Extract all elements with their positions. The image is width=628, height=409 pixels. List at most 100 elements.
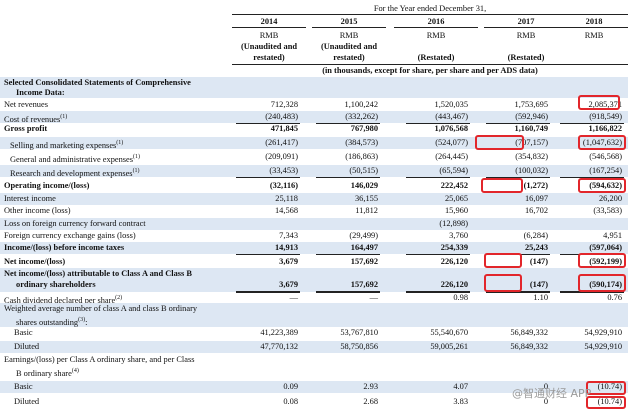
cell-value: 4.07: [453, 382, 468, 391]
row-band: [0, 137, 628, 149]
row-label: Cost of revenues(1): [4, 114, 68, 124]
cell-value: 471,845: [270, 124, 298, 133]
col-currency: RMB: [584, 31, 604, 40]
cell-value: 1,100,242: [344, 100, 379, 109]
subtotal-rule: [236, 254, 300, 255]
cell-value: 3,760: [449, 231, 468, 240]
total-rule: [486, 291, 550, 293]
subtotal-rule: [236, 177, 300, 178]
cell-value: (12,898): [439, 219, 468, 228]
header-rule: [232, 14, 628, 15]
row-label: B ordinary share(4): [16, 368, 79, 378]
cell-value: (1,047,632): [582, 138, 622, 147]
cell-value: (597,064): [589, 243, 622, 252]
subtotal-rule: [560, 177, 624, 178]
row-band: [0, 165, 628, 177]
cell-value: (6,284): [523, 231, 548, 240]
highlight-box: [578, 253, 626, 268]
cell-value: 55,540,670: [430, 328, 468, 337]
cell-value: (209,091): [265, 152, 298, 161]
total-rule: [316, 291, 380, 293]
subtotal-rule: [316, 254, 380, 255]
subtotal-rule: [316, 123, 380, 124]
cell-value: 164,497: [350, 243, 378, 252]
cell-value: 1,520,035: [434, 100, 469, 109]
row-label: Interest income: [4, 194, 56, 203]
highlight-box: [578, 135, 626, 150]
subtotal-rule: [406, 123, 470, 124]
cell-value: —: [289, 293, 298, 302]
units-note: (in thousands, except for share, per sha…: [322, 66, 538, 75]
row-label: Net income/(loss) attributable to Class …: [4, 269, 192, 278]
footnote-marker: (1): [132, 168, 140, 174]
cell-value: (33,583): [593, 206, 622, 215]
cell-value: 58,750,856: [340, 342, 378, 351]
cell-value: 0: [543, 397, 548, 406]
year-rule: [394, 27, 478, 28]
period-title: For the Year ended December 31,: [373, 4, 487, 13]
year-rule: [560, 27, 628, 28]
row-label: Operating income/(loss): [4, 181, 90, 190]
row-label: Weighted average number of class A and c…: [4, 304, 198, 313]
highlight-box: [586, 396, 626, 409]
highlight-box: [578, 178, 626, 193]
col-currency: RMB: [259, 31, 279, 40]
highlight-box: [578, 274, 626, 292]
cell-value: 1.10: [533, 293, 548, 302]
cell-value: (147): [529, 257, 548, 266]
row-label: Basic: [14, 328, 33, 337]
cell-value: 16,702: [524, 206, 548, 215]
col-year-2014: 2014: [260, 17, 278, 26]
cell-value: (264,445): [435, 152, 468, 161]
cell-value: (32,116): [269, 181, 298, 190]
cell-value: 222,452: [440, 181, 468, 190]
cell-value: (594,632): [589, 181, 622, 190]
cell-value: (50,515): [349, 166, 378, 175]
cell-value: (707,157): [515, 138, 548, 147]
cell-value: 14,568: [274, 206, 298, 215]
year-rule: [312, 27, 386, 28]
year-rule: [484, 27, 568, 28]
cell-value: 146,029: [350, 181, 378, 190]
cell-value: 56,849,332: [510, 342, 548, 351]
cell-value: 1,753,695: [514, 100, 549, 109]
row-label: Other income (loss): [4, 206, 71, 215]
cell-value: (443,467): [435, 112, 468, 121]
cell-value: 53,767,810: [340, 328, 378, 337]
footnote-marker: (3): [78, 317, 86, 323]
cell-value: 254,339: [440, 243, 468, 252]
cell-value: 1,076,568: [434, 124, 469, 133]
watermark: @智通财经 APP: [512, 387, 592, 400]
col-note: (Unaudited and: [240, 42, 298, 51]
section-title: Income Data:: [16, 88, 65, 97]
cell-value: 3,679: [279, 280, 298, 289]
highlight-box: [484, 253, 522, 268]
row-label: General and administrative expenses(1): [10, 154, 141, 164]
row-label: Foreign currency exchange gains (loss): [4, 231, 136, 240]
cell-value: (384,573): [345, 138, 378, 147]
footnote-marker: (2): [115, 295, 123, 301]
row-label: Basic: [14, 382, 33, 391]
cell-value: 15,960: [444, 206, 468, 215]
row-label: Loss on foreign currency forward contrac…: [4, 219, 146, 228]
cell-value: 26,200: [598, 194, 622, 203]
subtotal-rule: [486, 123, 550, 124]
cell-value: 25,065: [444, 194, 468, 203]
col-note: restated): [253, 53, 285, 62]
row-label: Net revenues: [4, 100, 48, 109]
cell-value: (261,417): [265, 138, 298, 147]
col-year-2017: 2017: [517, 17, 535, 26]
total-rule: [406, 291, 470, 293]
cell-value: (33,453): [269, 166, 298, 175]
cell-value: 41,223,389: [260, 328, 298, 337]
subtotal-rule: [560, 123, 624, 124]
cell-value: 767,980: [350, 124, 378, 133]
cell-value: 712,328: [270, 100, 298, 109]
cell-value: 0.98: [453, 293, 468, 302]
cell-value: (546,568): [589, 152, 622, 161]
cell-value: 2,085,371: [588, 100, 623, 109]
highlight-box: [586, 381, 626, 395]
cell-value: 226,120: [440, 280, 468, 289]
cell-value: (592,946): [515, 112, 548, 121]
cell-value: (240,483): [265, 112, 298, 121]
